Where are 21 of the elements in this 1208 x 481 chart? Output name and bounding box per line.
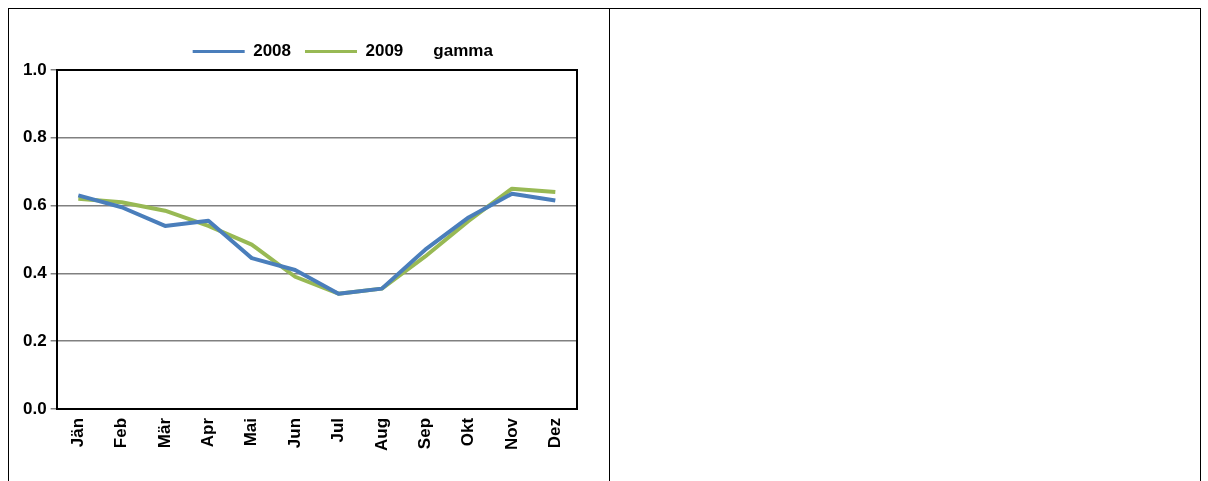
x-tick-label: Sep [414, 417, 434, 450]
y-tick-label: 0.0 [22, 398, 47, 418]
y-tick-label: 1.0 [22, 59, 47, 79]
legend-label: 2008 [253, 41, 292, 61]
x-tick-label: Okt [458, 417, 478, 447]
x-tick-label: Dez [545, 417, 565, 449]
x-tick-label: Jul [328, 417, 348, 443]
x-tick-label: Mär [154, 417, 174, 449]
x-tick-label: Aug [371, 417, 391, 451]
x-tick-label: Feb [111, 417, 131, 449]
x-tick-label: Mai [241, 417, 261, 447]
y-tick-label: 0.8 [22, 127, 47, 147]
y-tick-label: 0.2 [22, 330, 47, 350]
x-tick-label: Jän [68, 417, 87, 448]
y-tick-label: 0.4 [22, 263, 48, 283]
y-tick-label: 0.6 [22, 195, 47, 215]
chart-title: gamma [433, 41, 494, 61]
x-tick-label: Nov [501, 417, 521, 451]
legend-label: 2009 [365, 41, 404, 61]
x-tick-label: Apr [198, 417, 218, 448]
x-tick-label: Jun [284, 417, 304, 449]
